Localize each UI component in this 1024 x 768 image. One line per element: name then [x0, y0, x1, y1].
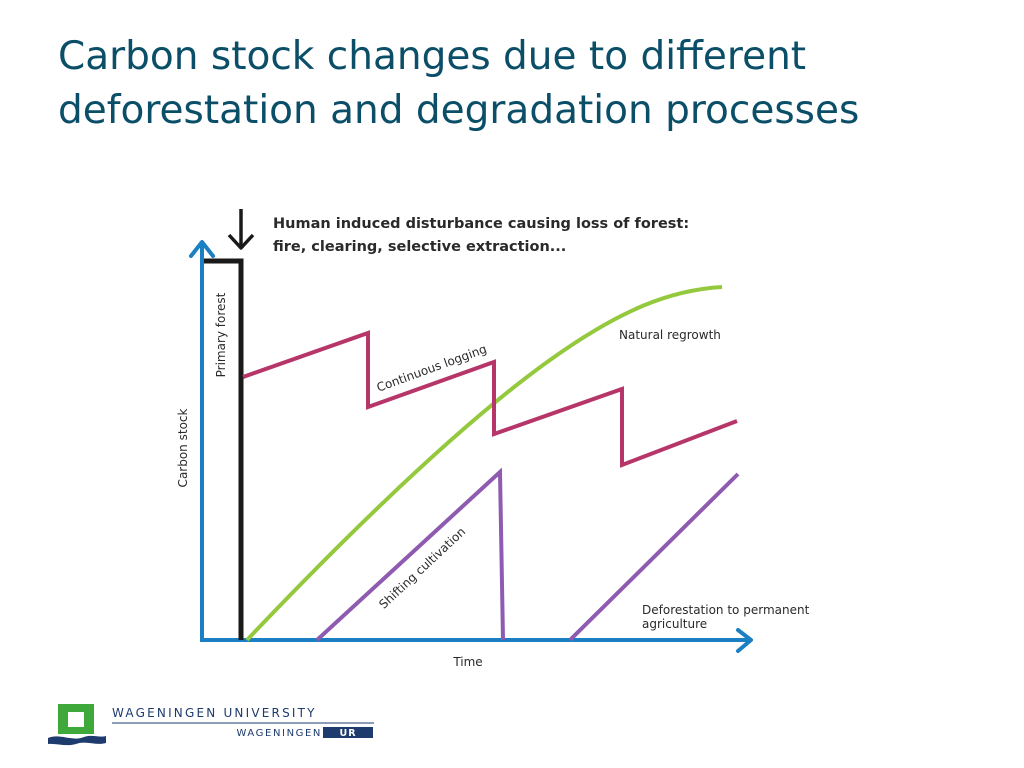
- shifting-cultivation-line: [315, 467, 505, 642]
- disturbance-label-line-1: Human induced disturbance causing loss o…: [273, 216, 689, 232]
- y-axis-label: Carbon stock: [176, 409, 190, 488]
- logo-wave-icon: [48, 735, 106, 746]
- wageningen-logo: WAGENINGEN UNIVERSITY WAGENINGEN UR: [48, 704, 374, 746]
- primary-forest-label: Primary forest: [214, 292, 228, 377]
- disturbance-arrow-head: [227, 233, 255, 250]
- carbon-stock-diagram: Human induced disturbance causing loss o…: [176, 209, 810, 669]
- natural-regrowth-label: Natural regrowth: [619, 328, 721, 342]
- logo-university-name: WAGENINGEN UNIVERSITY: [112, 706, 317, 720]
- deforestation-label-line-2: agriculture: [642, 617, 707, 631]
- primary-forest-line: [204, 258, 244, 640]
- x-axis-label: Time: [452, 655, 482, 669]
- logo-ur-badge: [323, 727, 373, 738]
- deforestation-label-line-1: Deforestation to permanent: [642, 603, 810, 617]
- logo-ur-text: UR: [339, 728, 356, 739]
- natural-regrowth-curve: [245, 285, 723, 642]
- disturbance-label-line-2: fire, clearing, selective extraction...: [273, 239, 566, 255]
- continuous-logging-line: [242, 330, 738, 468]
- y-axis-arrow: [189, 240, 215, 258]
- slide-title-line-1: Carbon stock changes due to different: [58, 34, 807, 79]
- deforestation-line: [568, 472, 740, 642]
- shifting-cultivation-label: Shifting cultivation: [376, 525, 468, 612]
- logo-sub-name: WAGENINGEN: [236, 728, 322, 739]
- x-axis-arrow: [736, 628, 753, 653]
- logo-white-window: [68, 712, 84, 727]
- slide-title-line-2: deforestation and degradation processes: [58, 88, 860, 133]
- slide-title: Carbon stock changes due to different de…: [58, 30, 998, 138]
